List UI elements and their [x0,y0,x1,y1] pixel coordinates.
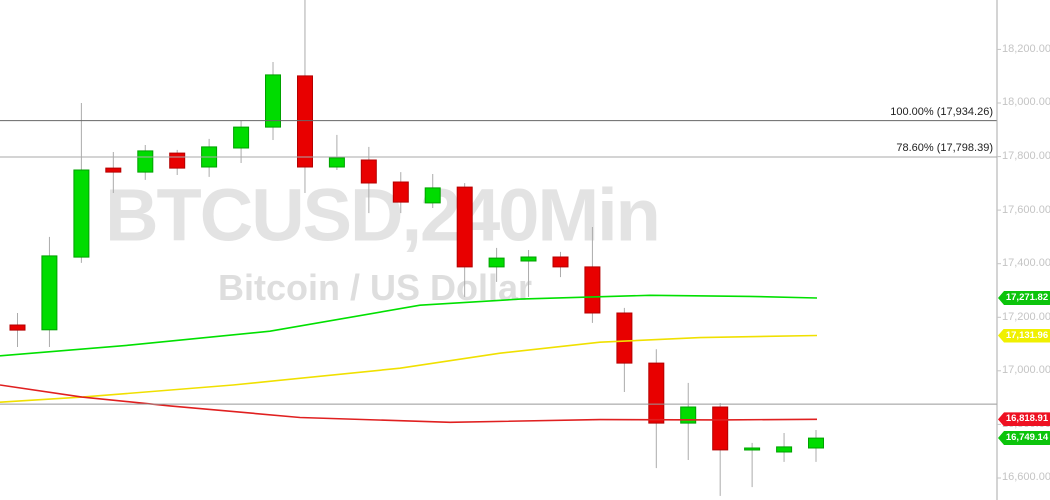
price-tag: 17,131.96 [998,328,1050,343]
candle-body-down [456,186,473,268]
fib-level-label-78pct: 78.60% (17,798.39) [896,141,993,154]
price-tag: 16,749.14 [998,431,1050,446]
y-axis-tick-label: 18,000.00 [1002,96,1050,109]
candle-body-up [73,169,90,258]
candle-body-up [41,255,58,331]
candle-body-up [233,126,250,149]
ma-yellow-line [0,334,818,403]
candle-body-up [265,74,281,128]
candle-body-up [744,447,761,451]
candle-body-down [9,324,26,331]
candle-body-up [520,256,537,262]
candle-body-down [169,152,186,169]
candle-body-down [360,159,377,184]
candle-body-down [552,256,569,268]
candle-body-down [616,312,633,364]
candle-body-down [584,266,601,314]
candle-body-up [808,437,824,449]
candle-body-up [680,406,697,424]
candle-body-up [424,187,441,204]
y-axis-tick-label: 17,800.00 [1002,150,1050,163]
candle-body-down [297,75,313,168]
y-axis-tick-label: 18,200.00 [1002,42,1050,55]
fib-level-label-100pct: 100.00% (17,934.26) [890,105,993,118]
price-tag: 16,818.91 [998,412,1050,427]
candle-body-down [105,167,122,173]
y-axis-tick-label: 17,000.00 [1002,364,1050,377]
ma-red-line [0,384,818,424]
y-axis-tick-label: 17,600.00 [1002,203,1050,216]
candle-body-down [712,406,729,451]
candle-body-up [328,157,345,168]
candle-body-down [648,362,665,424]
candle-body-down [392,181,409,203]
y-axis-tick-label: 17,400.00 [1002,257,1050,270]
ma-green-line [0,294,818,357]
candle-body-up [776,446,793,453]
price-tag: 17,271.82 [998,291,1050,306]
candle-body-up [137,150,154,173]
candle-body-up [488,257,505,268]
y-axis-tick-label: 16,600.00 [1002,471,1050,484]
y-axis-tick-label: 17,200.00 [1002,310,1050,323]
watermark-symbol: BTCUSD,240Min [105,173,661,257]
